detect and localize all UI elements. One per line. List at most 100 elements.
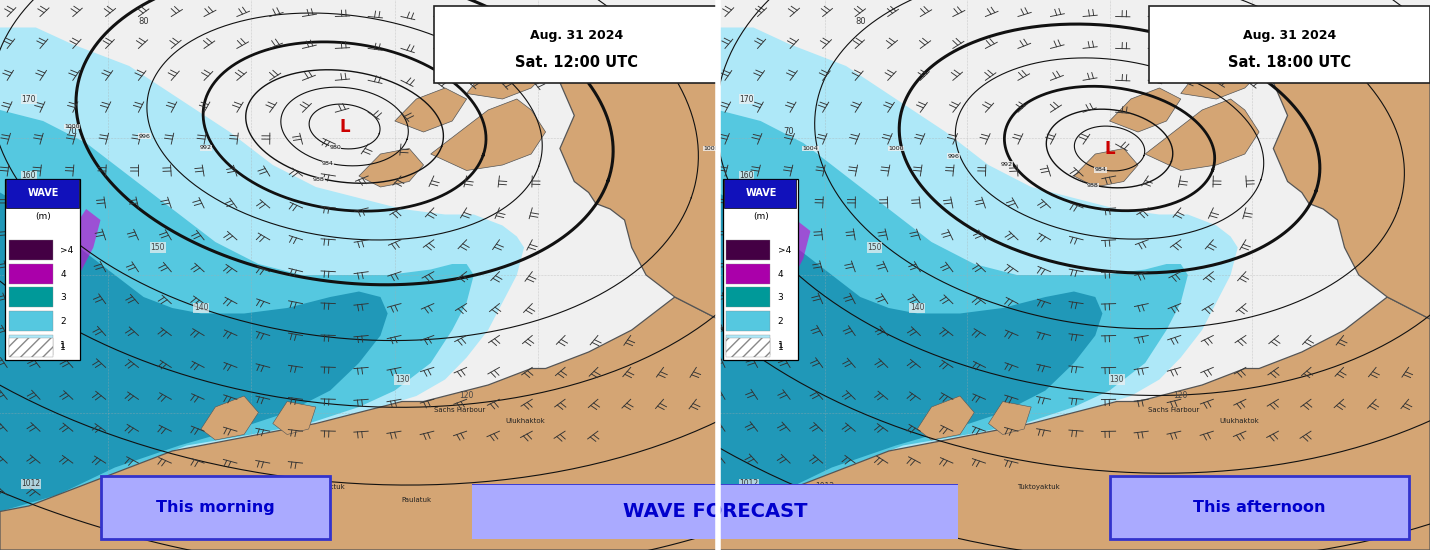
Text: 150: 150 bbox=[739, 243, 754, 252]
FancyBboxPatch shape bbox=[726, 311, 771, 331]
Text: 3: 3 bbox=[60, 294, 66, 302]
Polygon shape bbox=[0, 297, 718, 550]
FancyBboxPatch shape bbox=[9, 334, 53, 355]
Polygon shape bbox=[718, 110, 1188, 512]
FancyBboxPatch shape bbox=[724, 179, 797, 208]
Text: This morning: This morning bbox=[156, 500, 275, 515]
FancyBboxPatch shape bbox=[9, 338, 53, 357]
Polygon shape bbox=[718, 28, 1238, 512]
FancyBboxPatch shape bbox=[6, 179, 80, 360]
Polygon shape bbox=[917, 396, 974, 440]
Text: Ulukhaktok: Ulukhaktok bbox=[1220, 418, 1258, 424]
Polygon shape bbox=[718, 0, 1430, 550]
Text: 2: 2 bbox=[60, 317, 66, 326]
Text: Kugluktuk: Kugluktuk bbox=[1184, 509, 1220, 514]
Text: 992: 992 bbox=[200, 145, 212, 150]
Text: 150: 150 bbox=[21, 243, 36, 252]
Text: (m): (m) bbox=[754, 212, 769, 221]
Text: 980: 980 bbox=[329, 145, 342, 150]
Text: L: L bbox=[339, 118, 350, 135]
FancyBboxPatch shape bbox=[9, 311, 53, 331]
Text: 988: 988 bbox=[1087, 183, 1098, 188]
Polygon shape bbox=[0, 110, 473, 512]
Polygon shape bbox=[718, 192, 1103, 512]
Polygon shape bbox=[1266, 11, 1430, 319]
FancyBboxPatch shape bbox=[9, 263, 53, 284]
Polygon shape bbox=[1181, 33, 1273, 99]
Text: >4: >4 bbox=[778, 246, 791, 255]
Text: 2: 2 bbox=[778, 317, 784, 326]
Text: This afternoon: This afternoon bbox=[1193, 500, 1326, 515]
FancyBboxPatch shape bbox=[7, 179, 79, 208]
Text: 140: 140 bbox=[909, 304, 925, 312]
Text: 1008: 1008 bbox=[704, 146, 718, 151]
Text: Aug. 31 2024: Aug. 31 2024 bbox=[531, 29, 623, 42]
Text: Sachs Harbour: Sachs Harbour bbox=[1148, 407, 1200, 412]
Text: 1000: 1000 bbox=[888, 146, 904, 151]
Text: 1012: 1012 bbox=[21, 480, 40, 488]
Text: 4: 4 bbox=[778, 270, 784, 279]
Text: 1012: 1012 bbox=[739, 480, 758, 488]
Text: 160: 160 bbox=[739, 172, 754, 180]
Text: WAVE FORECAST: WAVE FORECAST bbox=[622, 502, 808, 521]
Text: 1012: 1012 bbox=[815, 482, 834, 491]
Polygon shape bbox=[0, 192, 388, 512]
Text: 1000: 1000 bbox=[64, 124, 80, 129]
Polygon shape bbox=[430, 99, 546, 170]
Polygon shape bbox=[57, 209, 100, 275]
FancyBboxPatch shape bbox=[726, 287, 771, 307]
Text: 984: 984 bbox=[322, 161, 333, 166]
Text: 120: 120 bbox=[459, 392, 473, 400]
FancyBboxPatch shape bbox=[726, 338, 771, 357]
Text: Paulatuk: Paulatuk bbox=[402, 498, 432, 503]
Polygon shape bbox=[395, 88, 466, 132]
Text: WAVE: WAVE bbox=[27, 188, 59, 198]
Text: Ulukhaktok: Ulukhaktok bbox=[506, 418, 546, 424]
Polygon shape bbox=[1145, 99, 1258, 170]
Text: Aug. 31 2024: Aug. 31 2024 bbox=[1243, 29, 1336, 42]
FancyBboxPatch shape bbox=[468, 483, 962, 540]
Polygon shape bbox=[1110, 88, 1181, 132]
Text: 984: 984 bbox=[1094, 167, 1107, 172]
Text: 140: 140 bbox=[193, 304, 209, 312]
Text: 160: 160 bbox=[21, 172, 36, 180]
Text: 130: 130 bbox=[1110, 375, 1124, 384]
Text: 1: 1 bbox=[778, 343, 784, 352]
FancyBboxPatch shape bbox=[726, 334, 771, 355]
FancyBboxPatch shape bbox=[9, 240, 53, 260]
Text: 1004: 1004 bbox=[802, 146, 818, 151]
Text: 120: 120 bbox=[1174, 392, 1188, 400]
Text: 992: 992 bbox=[1001, 162, 1012, 167]
Text: Sat. 12:00 UTC: Sat. 12:00 UTC bbox=[515, 54, 638, 70]
Text: Tuktoyaktuk: Tuktoyaktuk bbox=[1017, 484, 1060, 490]
Polygon shape bbox=[988, 402, 1031, 434]
Text: Tuktoyaktuk: Tuktoyaktuk bbox=[302, 484, 345, 490]
Text: WAVE: WAVE bbox=[745, 188, 776, 198]
Text: 1: 1 bbox=[60, 341, 66, 350]
FancyBboxPatch shape bbox=[726, 240, 771, 260]
FancyBboxPatch shape bbox=[722, 179, 798, 360]
Text: 996: 996 bbox=[948, 153, 960, 158]
Text: 988: 988 bbox=[313, 177, 325, 182]
Text: 1: 1 bbox=[60, 343, 66, 352]
Text: 80: 80 bbox=[855, 16, 865, 25]
Text: 3: 3 bbox=[778, 294, 784, 302]
Polygon shape bbox=[761, 220, 811, 286]
Text: 150: 150 bbox=[867, 243, 882, 252]
FancyBboxPatch shape bbox=[1110, 476, 1409, 539]
Polygon shape bbox=[359, 148, 423, 187]
Text: >4: >4 bbox=[60, 246, 73, 255]
FancyBboxPatch shape bbox=[1148, 6, 1430, 82]
Text: 170: 170 bbox=[21, 95, 36, 103]
Text: 150: 150 bbox=[150, 243, 166, 252]
FancyBboxPatch shape bbox=[726, 263, 771, 284]
Text: 130: 130 bbox=[395, 375, 409, 384]
Polygon shape bbox=[0, 0, 718, 550]
Text: 1: 1 bbox=[778, 341, 784, 350]
Polygon shape bbox=[202, 396, 259, 440]
Polygon shape bbox=[466, 33, 561, 99]
Polygon shape bbox=[0, 28, 523, 512]
Text: 4: 4 bbox=[60, 270, 66, 279]
FancyBboxPatch shape bbox=[100, 476, 330, 539]
Text: 996: 996 bbox=[139, 134, 150, 139]
